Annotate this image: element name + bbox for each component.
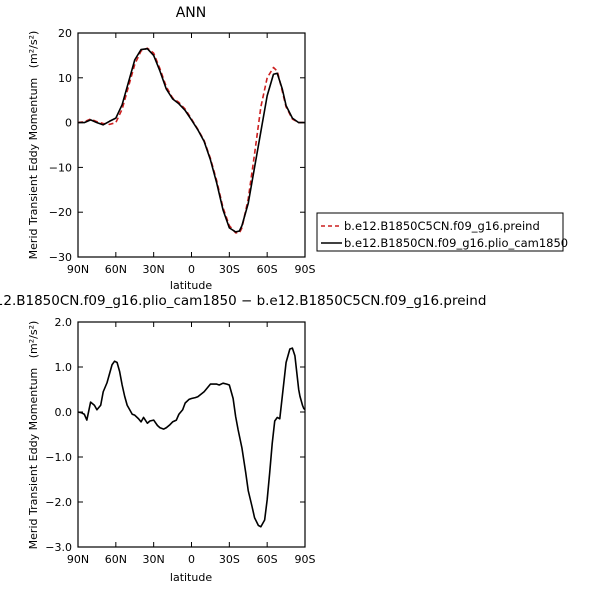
top-x-tick-label: 60S [257,263,278,276]
top-series-line-0 [77,47,305,234]
top-y-tick-label: 0 [65,117,72,130]
top-x-tick-label: 90S [295,263,316,276]
bottom-x-tick-label: 30N [143,553,165,566]
bottom-x-axis-label: latitude [170,571,212,584]
top-y-tick-label: −30 [49,251,72,264]
legend-label-preind: b.e12.B1850C5CN.f09_g16.preind [344,219,540,233]
bottom-x-tick-label: 0 [188,553,195,566]
bottom-plot-frame [77,321,306,548]
top-series-lines [77,47,305,234]
top-plot-frame [77,32,306,258]
top-x-tick-label: 0 [188,263,195,276]
top-y-axis-label-group: Merid Transient Eddy Momentum (m²/s²) [27,31,40,260]
bottom-x-ticks: 90N 60N 30N 0 30S 60S 90S [67,322,316,566]
top-y-axis-label: Merid Transient Eddy Momentum (m²/s²) [27,31,40,260]
top-chart-title: ANN [176,5,207,21]
top-x-axis-label: latitude [170,279,212,292]
bottom-y-axis-unit: (m²/s²) [27,321,40,359]
top-series-line-1 [78,47,305,233]
top-y-tick-label: −20 [49,206,72,219]
bottom-y-axis-label: Merid Transient Eddy Momentum (m²/s²) [27,321,40,550]
bottom-y-tick-label: −2.0 [45,496,72,509]
bottom-x-tick-label: 30S [219,553,240,566]
top-x-ticks: 90N 60N 30N 0 30S 60S 90S [67,33,316,276]
legend: b.e12.B1850C5CN.f09_g16.preind b.e12.B18… [316,212,568,252]
legend-box [316,212,564,252]
bottom-series-line-0 [77,347,306,528]
bottom-y-tick-label: 2.0 [55,316,73,329]
top-x-tick-label: 30S [219,263,240,276]
bottom-y-axis-label-group: Merid Transient Eddy Momentum (m²/s²) [27,321,40,550]
top-y-axis-unit: (m²/s²) [27,31,40,69]
legend-label-plio: b.e12.B1850CN.f09_g16.plio_cam1850 [344,236,568,250]
top-x-tick-label: 60N [105,263,127,276]
bottom-y-tick-label: 0.0 [55,406,73,419]
bottom-x-tick-label: 90S [295,553,316,566]
bottom-x-tick-label: 90N [67,553,89,566]
bottom-y-tick-label: −1.0 [45,451,72,464]
bottom-panel: b.e12.B1850CN.f09_g16.plio_cam1850 − b.e… [0,293,486,584]
bottom-y-tick-label: 1.0 [55,361,73,374]
bottom-x-tick-label: 60N [105,553,127,566]
top-y-axis-label-text: Merid Transient Eddy Momentum [27,78,40,260]
top-y-tick-label: 10 [58,72,72,85]
top-x-tick-label: 30N [143,263,165,276]
bottom-x-tick-label: 60S [257,553,278,566]
bottom-chart-title: b.e12.B1850CN.f09_g16.plio_cam1850 − b.e… [0,293,486,309]
top-y-tick-label: 20 [58,27,72,40]
top-panel: ANN −30 −20 −10 0 10 20 90N 60N 30N 0 30S 60S 90S l… [27,5,568,292]
top-y-ticks: −30 −20 −10 0 10 20 [49,27,305,264]
bottom-series-lines [77,347,306,528]
top-y-tick-label: −10 [49,161,72,174]
bottom-y-axis-label-text: Merid Transient Eddy Momentum [27,368,40,550]
bottom-y-ticks: −3.0 −2.0 −1.0 0.0 1.0 2.0 [45,316,305,554]
top-x-tick-label: 90N [67,263,89,276]
bottom-y-tick-label: −3.0 [45,541,72,554]
